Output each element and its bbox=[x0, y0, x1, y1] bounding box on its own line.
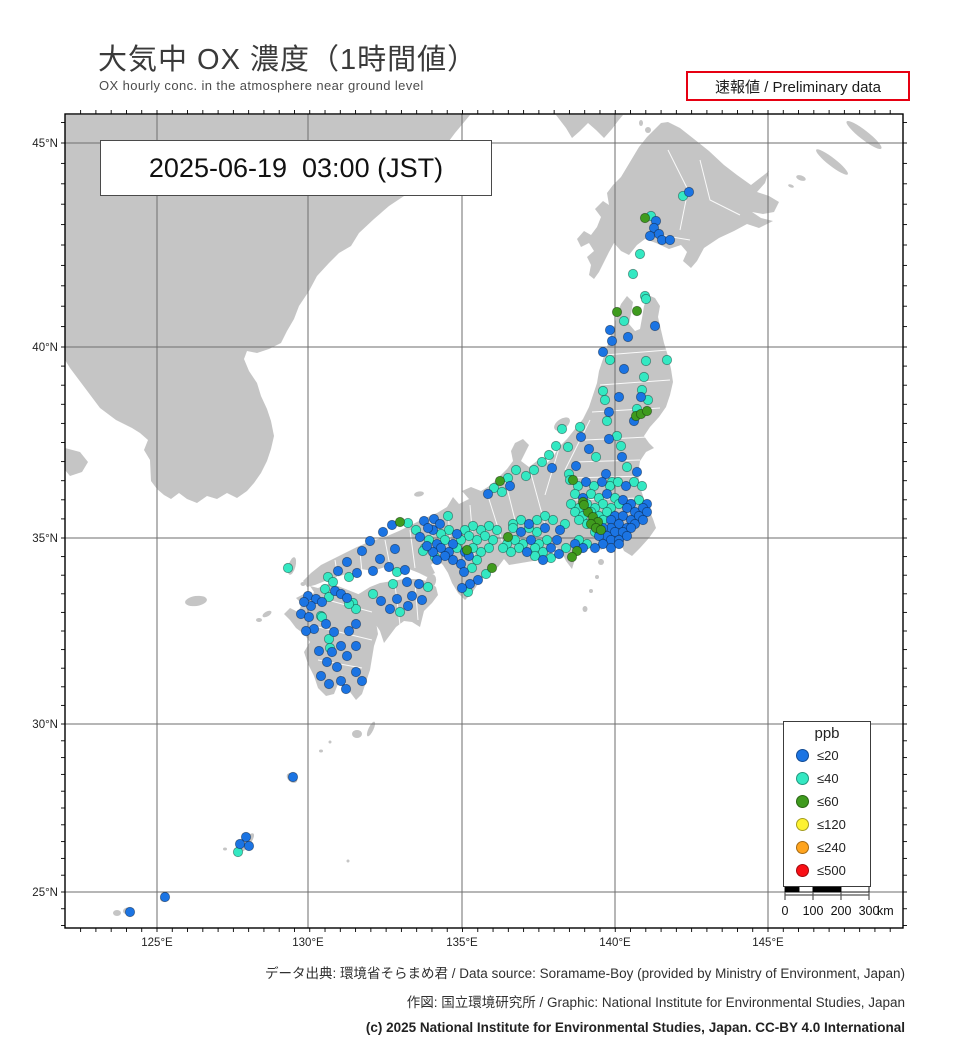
footer-copyright: (c) 2025 National Institute for Environm… bbox=[365, 1020, 905, 1035]
legend-title: ppb bbox=[814, 725, 840, 742]
legend-item: ≤20 bbox=[784, 744, 870, 767]
svg-text:300: 300 bbox=[859, 904, 880, 918]
legend-item-label: ≤60 bbox=[817, 794, 839, 809]
svg-text:135°E: 135°E bbox=[446, 937, 478, 949]
svg-text:25°N: 25°N bbox=[32, 887, 58, 899]
legend-item: ≤60 bbox=[784, 790, 870, 813]
svg-text:130°E: 130°E bbox=[292, 937, 324, 949]
svg-text:45°N: 45°N bbox=[32, 138, 58, 150]
legend-color-dot-icon bbox=[796, 864, 809, 877]
legend-item-label: ≤500 bbox=[817, 863, 846, 878]
page-title: 大気中 OX 濃度（1時間値） bbox=[98, 44, 478, 76]
legend-color-dot-icon bbox=[796, 841, 809, 854]
legend: ppb ≤20 ≤40 ≤60 ≤120 ≤240 ≤500 bbox=[783, 721, 871, 887]
legend-color-dot-icon bbox=[796, 749, 809, 762]
preliminary-data-label: 速報値 / Preliminary data bbox=[715, 78, 881, 96]
svg-text:145°E: 145°E bbox=[752, 937, 784, 949]
legend-item-label: ≤40 bbox=[817, 771, 839, 786]
legend-item: ≤40 bbox=[784, 767, 870, 790]
svg-text:125°E: 125°E bbox=[141, 937, 173, 949]
footer: データ出典: 環境省そらまめ君 / Data source: Soramame-… bbox=[265, 962, 905, 1044]
legend-item-label: ≤120 bbox=[817, 817, 846, 832]
svg-text:100: 100 bbox=[803, 904, 824, 918]
svg-text:40°N: 40°N bbox=[32, 342, 58, 354]
footer-data-source: データ出典: 環境省そらまめ君 / Data source: Soramame-… bbox=[265, 966, 905, 981]
legend-color-dot-icon bbox=[796, 795, 809, 808]
legend-item-label: ≤240 bbox=[817, 840, 846, 855]
preliminary-data-badge: 速報値 / Preliminary data bbox=[686, 71, 910, 101]
legend-item: ≤500 bbox=[784, 859, 870, 882]
legend-color-dot-icon bbox=[796, 772, 809, 785]
legend-color-dot-icon bbox=[796, 818, 809, 831]
svg-text:0: 0 bbox=[782, 904, 789, 918]
svg-text:35°N: 35°N bbox=[32, 533, 58, 545]
legend-item: ≤240 bbox=[784, 836, 870, 859]
stations-layer bbox=[124, 186, 695, 918]
svg-text:200: 200 bbox=[831, 904, 852, 918]
svg-text:140°E: 140°E bbox=[599, 937, 631, 949]
svg-text:30°N: 30°N bbox=[32, 719, 58, 731]
timestamp-box: 2025-06-19 03:00 (JST) bbox=[100, 140, 492, 196]
svg-text:km: km bbox=[877, 904, 894, 918]
page-subtitle: OX hourly conc. in the atmosphere near g… bbox=[99, 78, 424, 93]
legend-item: ≤120 bbox=[784, 813, 870, 836]
footer-graphic-credit: 作図: 国立環境研究所 / Graphic: National Institut… bbox=[406, 995, 905, 1010]
legend-item-label: ≤20 bbox=[817, 748, 839, 763]
timestamp-label: 2025-06-19 03:00 (JST) bbox=[148, 152, 444, 183]
